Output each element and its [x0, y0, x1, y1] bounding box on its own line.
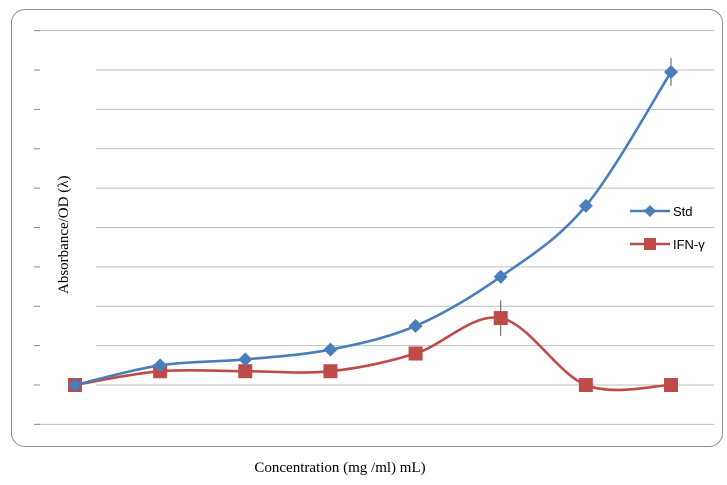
legend-marker — [644, 238, 656, 250]
data-point — [578, 378, 593, 392]
series-line — [74, 316, 672, 392]
data-point — [323, 364, 338, 379]
legend: Std IFN-γ — [630, 204, 705, 252]
y-axis-label: Absorbance/OD (λ) — [56, 176, 72, 294]
data-point — [664, 378, 678, 392]
series-std — [68, 58, 678, 392]
data-point — [493, 269, 508, 284]
data-point — [238, 352, 253, 367]
grid — [36, 30, 714, 425]
series-line — [74, 71, 673, 387]
data-point — [408, 346, 423, 361]
data-point — [153, 358, 168, 373]
series-ifn-gamma — [68, 300, 678, 392]
data-point — [68, 378, 82, 392]
data-point — [238, 364, 253, 379]
data-point — [323, 342, 338, 357]
data-point — [493, 311, 508, 326]
series-layer — [68, 58, 678, 392]
x-axis-label: Concentration (mg /ml) mL) — [254, 460, 426, 476]
legend-label: IFN-γ — [673, 237, 705, 252]
data-point — [664, 65, 678, 79]
data-point — [408, 318, 423, 333]
y-axis-ticks — [34, 30, 40, 425]
legend-marker — [644, 205, 656, 217]
legend-label: Std — [673, 204, 693, 219]
data-point — [578, 198, 593, 213]
